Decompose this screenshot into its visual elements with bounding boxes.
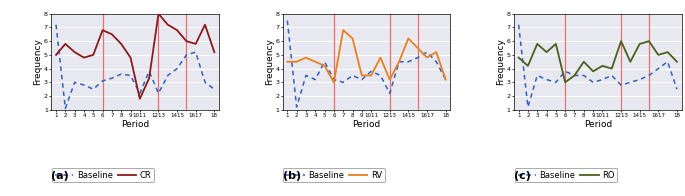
X-axis label: Period: Period: [121, 120, 149, 129]
Y-axis label: Frequency: Frequency: [34, 38, 42, 85]
Text: (a): (a): [51, 171, 69, 181]
Legend: Baseline, RO: Baseline, RO: [515, 168, 617, 182]
Text: (c): (c): [514, 171, 531, 181]
X-axis label: Period: Period: [584, 120, 612, 129]
Legend: Baseline, RV: Baseline, RV: [284, 168, 385, 182]
X-axis label: Period: Period: [352, 120, 381, 129]
Text: (b): (b): [283, 171, 301, 181]
Y-axis label: Frequency: Frequency: [265, 38, 274, 85]
Legend: Baseline, CR: Baseline, CR: [52, 168, 154, 182]
Y-axis label: Frequency: Frequency: [496, 38, 505, 85]
